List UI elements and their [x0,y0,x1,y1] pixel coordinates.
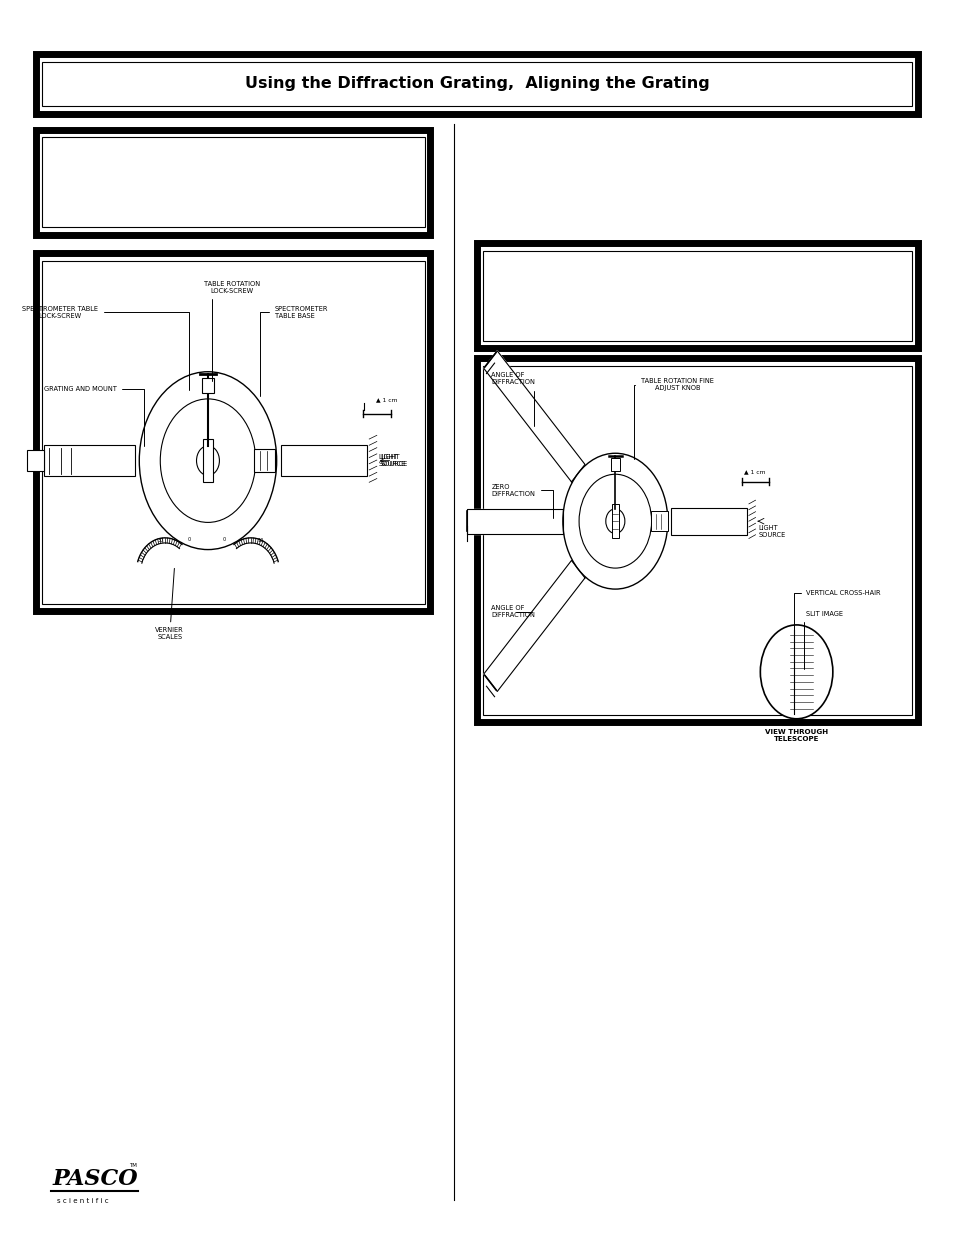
Bar [482,251,911,341]
Text: 0: 0 [187,537,191,542]
Bar [42,137,424,227]
Circle shape [760,625,832,719]
Text: SPECTROMETER TABLE
LOCK-SCREW: SPECTROMETER TABLE LOCK-SCREW [22,305,189,390]
Bar [42,261,424,604]
Text: VERTICAL CROSS-HAIR: VERTICAL CROSS-HAIR [793,590,880,657]
Bar [44,446,134,475]
Bar [36,54,917,114]
Bar [650,511,667,531]
Text: TABLE ROTATION
LOCK-SCREW: TABLE ROTATION LOCK-SCREW [204,280,259,382]
Text: ▲ 1 cm: ▲ 1 cm [743,469,765,474]
Polygon shape [483,351,584,482]
Text: SPECTROMETER
TABLE BASE: SPECTROMETER TABLE BASE [260,305,328,396]
Text: s c i e n t i f i c: s c i e n t i f i c [57,1198,109,1204]
Bar [202,378,213,393]
Bar [611,504,618,538]
Bar [610,458,619,471]
Bar [281,446,367,475]
Bar [36,130,430,235]
Bar [476,358,917,722]
Text: TM: TM [129,1163,136,1168]
Bar [36,253,430,611]
Text: SLIT IMAGE: SLIT IMAGE [803,611,842,669]
Circle shape [605,509,624,534]
Bar [476,243,917,348]
Text: ZERO
DIFFRACTION: ZERO DIFFRACTION [491,484,553,519]
Text: 0: 0 [222,537,226,542]
Bar [42,62,911,106]
Text: TABLE ROTATION FINE
ADJUST KNOB: TABLE ROTATION FINE ADJUST KNOB [634,378,713,459]
Text: ANGLE OF
DIFFRACTION: ANGLE OF DIFFRACTION [491,372,535,426]
Circle shape [196,446,219,475]
Text: GRATING AND MOUNT: GRATING AND MOUNT [44,387,144,446]
Bar [27,450,44,471]
Text: ANGLE OF
DIFFRACTION: ANGLE OF DIFFRACTION [491,605,535,619]
Text: VIEW THROUGH
TELESCOPE: VIEW THROUGH TELESCOPE [764,729,827,742]
Text: Using the Diffraction Grating,  Aligning the Grating: Using the Diffraction Grating, Aligning … [244,77,709,91]
Bar [670,508,746,535]
Bar [203,438,213,482]
Text: 30: 30 [157,538,163,543]
Text: LIGHT
SOURCE: LIGHT SOURCE [380,454,408,467]
Bar [482,366,911,715]
Text: LIGHT
SOURCE: LIGHT SOURCE [758,525,785,537]
Text: LIGHT
SOURCE: LIGHT SOURCE [378,454,406,467]
Polygon shape [483,561,584,692]
Text: PASCO: PASCO [52,1168,138,1191]
Text: ▲ 1 cm: ▲ 1 cm [375,398,397,403]
Text: VERNIER
SCALES: VERNIER SCALES [155,568,184,641]
Text: 10: 10 [257,538,263,543]
Polygon shape [467,509,562,534]
Bar [253,448,274,472]
